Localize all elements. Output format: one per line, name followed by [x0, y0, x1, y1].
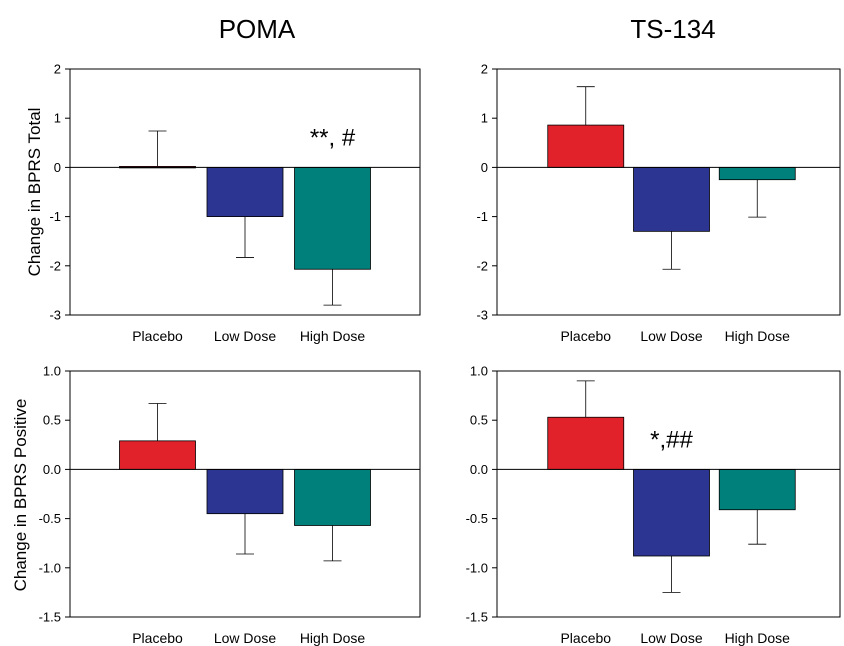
x-category-label: Low Dose	[214, 630, 276, 646]
y-tick-label: 0.0	[43, 462, 61, 477]
y-tick-label: -0.5	[466, 511, 488, 526]
x-category-label: High Dose	[300, 328, 366, 344]
y-tick-label: -1.5	[39, 610, 61, 625]
column-title-poma: POMA	[219, 14, 296, 44]
y-tick-label: 0.5	[43, 413, 61, 428]
bar-high-dose	[294, 468, 371, 526]
y-tick-label: -3	[476, 308, 488, 323]
y-tick-label: 0	[481, 160, 488, 175]
y-tick-label: 1	[54, 111, 61, 126]
x-category-label: Low Dose	[640, 630, 702, 646]
y-tick-label: 0.5	[470, 413, 488, 428]
y-tick-label: -3	[49, 308, 61, 323]
y-tick-label: 1.0	[43, 364, 61, 379]
bar-low-dose	[633, 166, 710, 232]
panel-1: 2 1 0 -1 -2 -3 Placebo Low Dose High Dose **, #	[49, 62, 421, 344]
y-tick-label: 1	[481, 111, 488, 126]
y-tick-label: -1	[49, 209, 61, 224]
plot-frame	[496, 370, 841, 618]
plot-frame	[69, 370, 421, 618]
bar-low-dose	[206, 166, 284, 217]
x-category-label: High Dose	[300, 630, 366, 646]
bar-high-dose	[294, 166, 371, 270]
y-tick-label: -2	[49, 258, 61, 273]
column-title-ts134: TS-134	[630, 14, 715, 44]
y-tick-label: 0	[54, 160, 61, 175]
bar-low-dose	[633, 468, 710, 557]
bar-low-dose	[206, 468, 284, 515]
bar-high-dose	[718, 468, 796, 511]
y-tick-label: 0.0	[470, 462, 488, 477]
y-tick-label: -1.0	[39, 560, 61, 575]
significance-annotation: **, #	[310, 124, 356, 151]
x-category-label: High Dose	[725, 630, 791, 646]
bar-placebo	[119, 440, 196, 470]
y-tick-label: -2	[476, 258, 488, 273]
panel-3: 1.0 0.5 0.0 -0.5 -1.0 -1.5 Placebo Low Dose High…	[39, 364, 421, 646]
y-axis-label-bprs-positive: Change in BPRS Positive	[11, 399, 30, 592]
y-tick-label: -1.5	[466, 610, 488, 625]
plot-frame	[496, 68, 841, 316]
y-tick-label: 1.0	[470, 364, 488, 379]
panel-2: 2 1 0 -1 -2 -3 Placebo Low Dose High Dose	[476, 62, 841, 344]
bar-placebo	[547, 124, 625, 168]
chart-panels: 2 1 0 -1 -2 -3 Placebo Low Dose High Dose **, # 2 1…	[39, 62, 841, 646]
x-category-label: High Dose	[725, 328, 791, 344]
y-axis-label-bprs-total: Change in BPRS Total	[25, 108, 44, 277]
x-category-label: Placebo	[132, 630, 183, 646]
significance-annotation: *,##	[650, 426, 693, 453]
plot-frame	[69, 68, 421, 316]
y-tick-label: 2	[54, 62, 61, 77]
bar-placebo	[547, 416, 625, 470]
y-tick-label: -1.0	[466, 560, 488, 575]
y-tick-label: 2	[481, 62, 488, 77]
x-category-label: Placebo	[132, 328, 183, 344]
x-category-label: Low Dose	[214, 328, 276, 344]
y-tick-label: -1	[476, 209, 488, 224]
bar-high-dose	[718, 166, 796, 181]
panel-4: 1.0 0.5 0.0 -0.5 -1.0 -1.5 Placebo Low Dose High…	[466, 364, 841, 646]
x-category-label: Placebo	[560, 328, 611, 344]
y-tick-label: -0.5	[39, 511, 61, 526]
x-category-label: Placebo	[560, 630, 611, 646]
x-category-label: Low Dose	[640, 328, 702, 344]
